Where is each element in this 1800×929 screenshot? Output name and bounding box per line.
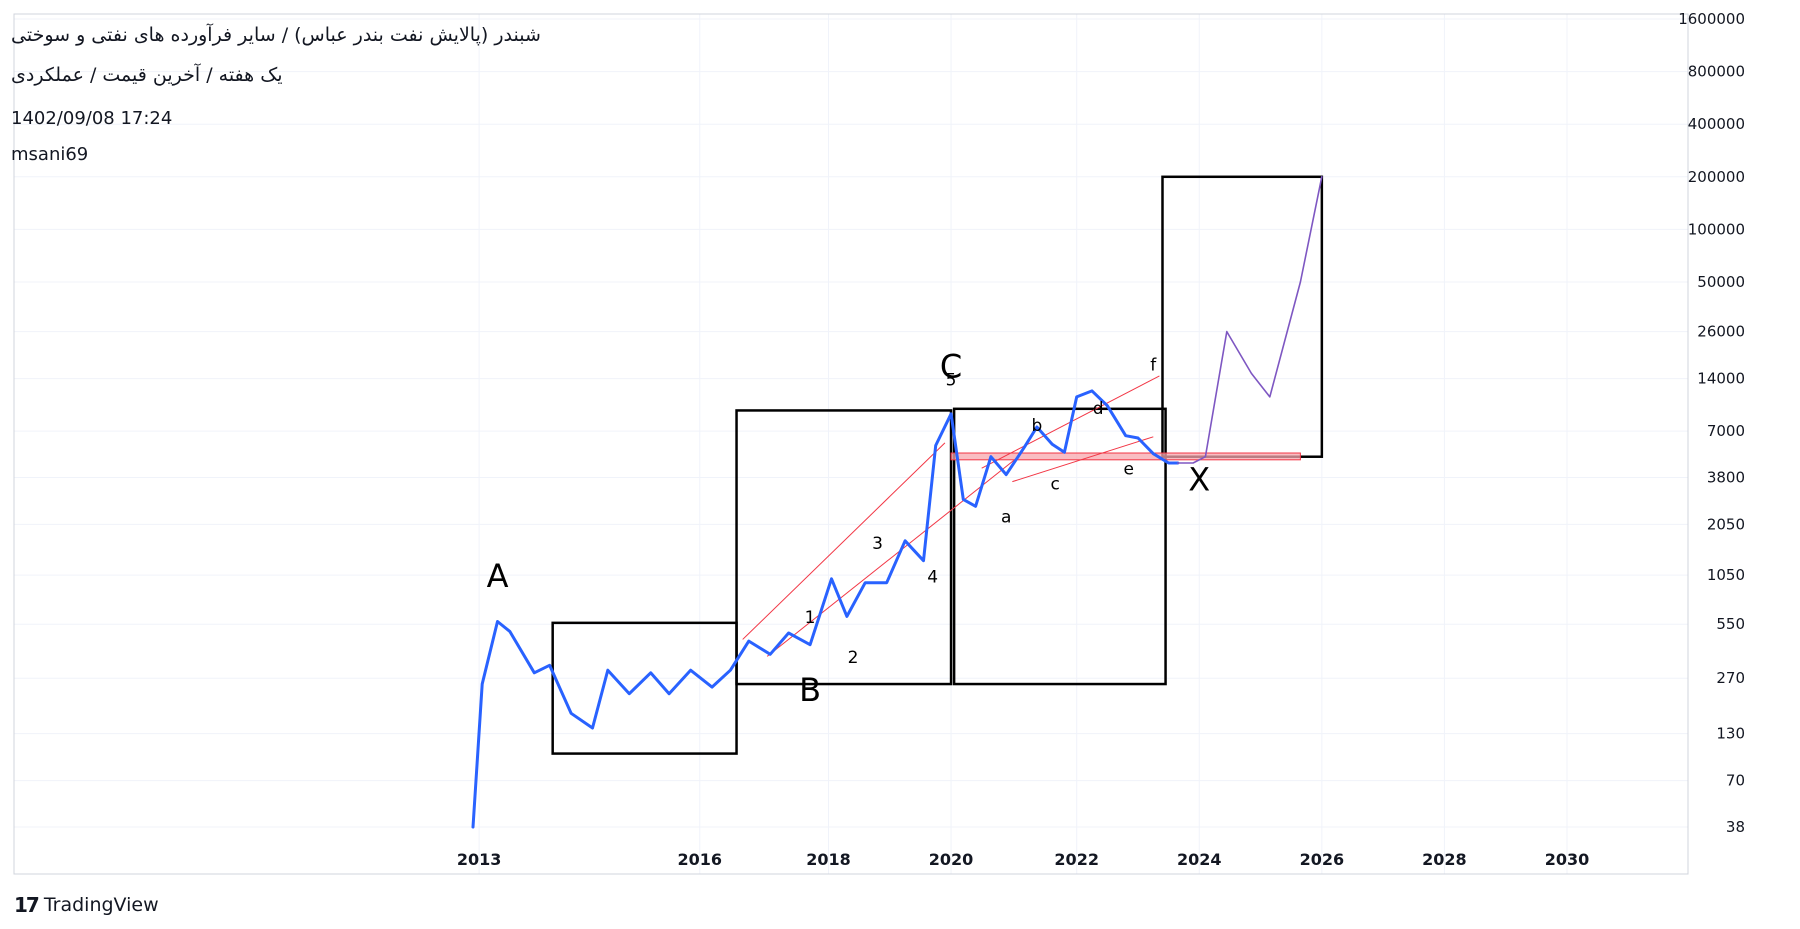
x-tick-label: 2026 (1300, 850, 1345, 869)
y-tick-label: 50000 (1697, 273, 1745, 291)
y-tick-label: 1600000 (1678, 10, 1745, 28)
wave-label-c: c (1051, 474, 1060, 494)
wave-box (551, 621, 738, 755)
y-tick-label: 200000 (1688, 168, 1745, 186)
y-tick-label: 7000 (1707, 422, 1745, 440)
y-tick-label: 3800 (1707, 469, 1745, 487)
y-tick-label: 2050 (1707, 515, 1745, 533)
x-tick-label: 2022 (1054, 850, 1099, 869)
wave-label-X: X (1188, 461, 1210, 499)
wave-label-2: 2 (848, 648, 859, 668)
wave-box (735, 409, 953, 686)
chart-subtitle: یک هفته / آخرین قیمت / عملکردی (11, 64, 283, 86)
y-tick-label: 550 (1716, 615, 1745, 633)
x-tick-label: 2018 (806, 850, 851, 869)
y-tick-label: 270 (1716, 669, 1745, 687)
y-tick-label: 14000 (1697, 370, 1745, 388)
x-tick-label: 2030 (1545, 850, 1590, 869)
forecast-path (1177, 176, 1323, 464)
price-line (471, 389, 1180, 829)
wave-label-B: B (799, 671, 821, 709)
wave-label-5: 5 (946, 370, 957, 390)
wave-label-f: f (1150, 355, 1157, 375)
x-tick-label: 2020 (929, 850, 974, 869)
y-tick-label: 800000 (1688, 63, 1745, 81)
x-tick-label: 2013 (457, 850, 502, 869)
tradingview-logo-icon: 17 (14, 893, 40, 917)
y-tick-label: 70 (1726, 772, 1745, 790)
x-tick-label: 2024 (1177, 850, 1222, 869)
price-axis[interactable]: 38 70 130 270 550 1050 2050 3800 7000 14000 26000 5… (1678, 10, 1745, 836)
y-tick-label: 26000 (1697, 323, 1745, 341)
wave-label-C: C (940, 348, 962, 386)
price-series (471, 176, 1323, 829)
wave-label-b: b (1031, 416, 1042, 436)
tradingview-watermark[interactable]: 17 TradingView (14, 893, 159, 917)
wave-label-d: d (1093, 399, 1104, 419)
trend-line (742, 442, 946, 640)
wave-box (1161, 175, 1324, 458)
trend-line (1012, 436, 1154, 483)
wave-boxes (551, 175, 1324, 755)
support-zone-band (950, 452, 1301, 461)
chart-grid (14, 14, 1688, 874)
y-tick-label: 1050 (1707, 566, 1745, 584)
y-tick-label: 100000 (1688, 220, 1745, 238)
x-tick-label: 2016 (678, 850, 723, 869)
wave-labels: A B C X 1 2 3 4 5 a b c d e f (487, 348, 1211, 709)
support-zone (950, 452, 1301, 461)
time-axis[interactable]: 2013 2016 2018 2020 2022 2024 2026 2028 2030 (457, 850, 1589, 869)
y-tick-label: 400000 (1688, 115, 1745, 133)
chart-author: msani69 (11, 144, 89, 165)
trend-line (766, 456, 1019, 657)
plot-border (13, 13, 1689, 875)
wave-label-1: 1 (805, 608, 816, 628)
wave-label-4: 4 (927, 568, 938, 588)
chart-title: شبندر (پالایش نفت بندر عباس) / سایر فرآو… (11, 24, 541, 46)
wave-label-A: A (487, 557, 509, 595)
y-tick-label: 38 (1726, 818, 1745, 836)
wave-label-3: 3 (872, 534, 883, 554)
wave-label-a: a (1001, 508, 1011, 528)
y-tick-label: 130 (1716, 725, 1745, 743)
brand-name: TradingView (43, 894, 159, 916)
wave-label-e: e (1124, 460, 1134, 480)
x-tick-label: 2028 (1422, 850, 1467, 869)
chart-datetime: 1402/09/08 17:24 (11, 108, 173, 129)
wave-box (952, 407, 1167, 686)
